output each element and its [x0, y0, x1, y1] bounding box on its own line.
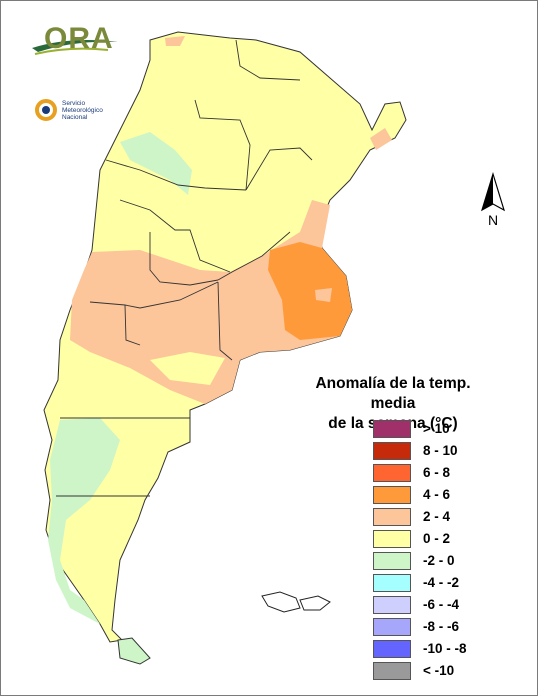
legend-item: -6 - -4 [373, 594, 513, 615]
anomaly-zone-4-6 [268, 242, 352, 340]
anomaly-zone-minus2-0-northwest [120, 132, 192, 195]
legend-label: 4 - 6 [423, 487, 451, 502]
legend-swatch [373, 639, 411, 658]
anomaly-zone-2-4-north [165, 36, 185, 46]
smn-logo-icon [35, 99, 57, 121]
anomaly-zone-2-4-inner [315, 288, 332, 302]
anomaly-zone-minus2-0-patagonia [48, 418, 120, 624]
legend-label: -8 - -6 [423, 619, 460, 634]
ora-logo-swoosh [32, 40, 118, 55]
legend-label: -6 - -4 [423, 597, 460, 612]
legend-item: 0 - 2 [373, 528, 513, 549]
legend-label: < -10 [423, 663, 455, 678]
legend-item: 8 - 10 [373, 440, 513, 461]
legend-swatch [373, 617, 411, 636]
legend-swatch [373, 507, 411, 526]
legend-item: > 10 [373, 418, 513, 439]
legend-label: -4 - -2 [423, 575, 460, 590]
smn-logo-text: Servicio Meteorológico Nacional [62, 100, 103, 121]
legend-label: 6 - 8 [423, 465, 451, 480]
legend-item: < -10 [373, 660, 513, 681]
legend-swatch [373, 441, 411, 460]
north-arrow-icon [480, 172, 506, 212]
legend-item: -8 - -6 [373, 616, 513, 637]
legend-label: 0 - 2 [423, 531, 451, 546]
legend-item: 2 - 4 [373, 506, 513, 527]
legend-swatch [373, 463, 411, 482]
legend-label: 2 - 4 [423, 509, 451, 524]
anomaly-zone-0-2-pocket [150, 352, 225, 385]
anomaly-zone-2-4-northeast [370, 128, 392, 150]
legend-label: > 10 [423, 421, 450, 436]
legend-label: 8 - 10 [423, 443, 458, 458]
legend-swatch [373, 529, 411, 548]
legend-title-line1: Anomalía de la temp. media [315, 375, 471, 412]
legend-item: -2 - 0 [373, 550, 513, 571]
legend-item: 4 - 6 [373, 484, 513, 505]
legend-swatch [373, 573, 411, 592]
legend-label: -2 - 0 [423, 553, 455, 568]
province-borders [56, 39, 313, 497]
legend-item: 6 - 8 [373, 462, 513, 483]
anomaly-zone-minus2-0-tierra-del-fuego [117, 637, 151, 665]
legend-swatch [373, 595, 411, 614]
legend-swatch [373, 419, 411, 438]
north-label: N [488, 212, 499, 228]
legend-swatch [373, 661, 411, 680]
malvinas-islands [261, 591, 331, 613]
legend-swatch [373, 485, 411, 504]
legend: > 10 8 - 10 6 - 8 4 - 6 2 - 4 0 - 2 -2 - 0 -4 -… [373, 418, 513, 682]
legend-item: -10 - -8 [373, 638, 513, 659]
ora-logo-text: ORA [44, 22, 114, 55]
legend-swatch [373, 551, 411, 570]
legend-label: -10 - -8 [423, 641, 467, 656]
legend-item: -4 - -2 [373, 572, 513, 593]
